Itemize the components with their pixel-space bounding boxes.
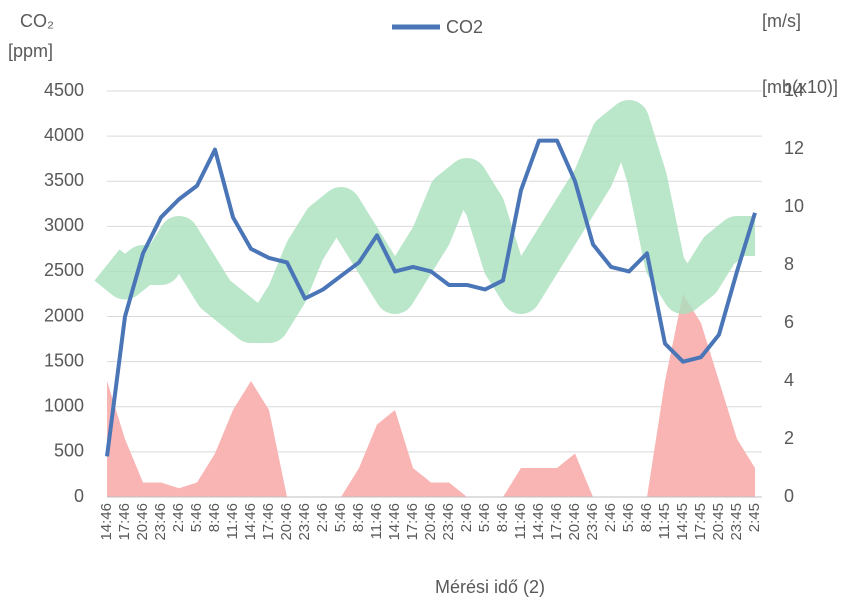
x-tick-label: 17:45 <box>692 503 709 541</box>
y2-tick-label: 4 <box>784 370 794 390</box>
y-tick-label: 4000 <box>44 125 84 145</box>
x-tick-label: 17:46 <box>260 503 277 541</box>
x-tick-label: 14:46 <box>98 503 115 541</box>
x-tick-label: 2:46 <box>602 503 619 532</box>
x-tick-label: 5:46 <box>620 503 637 532</box>
x-tick-label: 5:46 <box>188 503 205 532</box>
y2-tick-label: 10 <box>784 196 804 216</box>
y2-title: [mb(x10)] <box>762 77 838 97</box>
y-tick-label: 1500 <box>44 350 84 370</box>
y2-tick-label: 0 <box>784 486 794 506</box>
y2-tick-label: 6 <box>784 312 794 332</box>
x-tick-label: 11:45 <box>656 503 673 539</box>
x-tick-label: 11:46 <box>512 503 529 539</box>
y-tick-label: 0 <box>74 486 84 506</box>
x-tick-label: 2:45 <box>746 503 763 532</box>
x-tick-label: 8:46 <box>638 503 655 532</box>
x-tick-label: 2:46 <box>170 503 187 532</box>
y2-title: [m/s] <box>762 11 801 31</box>
x-tick-label: 8:46 <box>206 503 223 532</box>
x-tick-label: 5:46 <box>332 503 349 532</box>
y-tick-label: 500 <box>54 441 84 461</box>
y2-tick-label: 8 <box>784 254 794 274</box>
area <box>107 294 755 497</box>
y-tick-label: 2000 <box>44 305 84 325</box>
legend-label: CO2 <box>446 17 483 37</box>
y-title: CO₂ <box>20 11 54 31</box>
x-tick-label: 14:46 <box>242 503 259 541</box>
x-tick-label: 8:46 <box>494 503 511 532</box>
x-tick-label: 20:45 <box>710 503 727 541</box>
x-tick-label: 14:46 <box>386 503 403 541</box>
x-tick-label: 17:46 <box>548 503 565 541</box>
x-tick-label: 2:46 <box>314 503 331 532</box>
band-line <box>94 100 757 343</box>
y2-tick-label: 2 <box>784 428 794 448</box>
x-tick-label: 2:46 <box>458 503 475 532</box>
x-tick-label: 23:46 <box>152 503 169 541</box>
x-tick-label: 14:45 <box>674 503 691 541</box>
x-tick-label: 23:46 <box>440 503 457 541</box>
x-tick-label: 11:46 <box>368 503 385 539</box>
x-tick-label: 14:46 <box>530 503 547 541</box>
y-tick-label: 1000 <box>44 396 84 416</box>
x-tick-label: 23:46 <box>584 503 601 541</box>
y-tick-label: 2500 <box>44 260 84 280</box>
y2-tick-label: 14 <box>784 80 804 100</box>
y-title: [ppm] <box>8 41 53 61</box>
x-tick-label: 20:46 <box>566 503 583 541</box>
x-title: Mérési idő (2) <box>435 577 545 597</box>
x-tick-label: 20:46 <box>278 503 295 541</box>
y-tick-label: 4500 <box>44 80 84 100</box>
y-tick-label: 3500 <box>44 170 84 190</box>
x-tick-label: 17:46 <box>404 503 421 541</box>
x-tick-label: 11:46 <box>224 503 241 539</box>
y-tick-label: 3000 <box>44 215 84 235</box>
x-tick-label: 8:46 <box>350 503 367 532</box>
x-tick-label: 23:46 <box>296 503 313 541</box>
x-tick-label: 23:45 <box>728 503 745 541</box>
x-tick-label: 20:46 <box>422 503 439 541</box>
x-tick-label: 17:46 <box>116 503 133 541</box>
line <box>105 138 757 457</box>
y2-tick-label: 12 <box>784 138 804 158</box>
x-tick-label: 5:46 <box>476 503 493 532</box>
x-tick-label: 20:46 <box>134 503 151 541</box>
